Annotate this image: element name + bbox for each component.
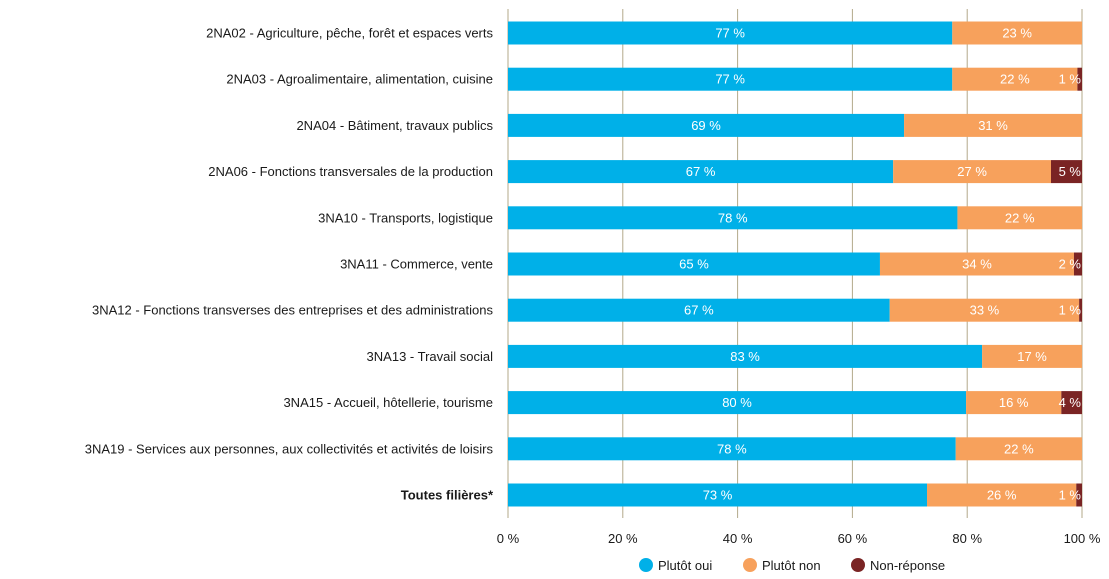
data-label: 77 % [715, 72, 745, 87]
bar-segment [955, 437, 1082, 461]
bar-segment [889, 298, 1080, 322]
bar-segment [508, 483, 928, 507]
data-label: 23 % [1002, 26, 1032, 41]
bar-segment [1051, 160, 1082, 184]
bar-segment [957, 206, 1082, 230]
data-label: 22 % [1005, 210, 1035, 225]
bar-segment [904, 113, 1082, 137]
x-tick-label: 100 % [1064, 531, 1101, 546]
bar-segment [982, 344, 1082, 368]
data-label: 22 % [1004, 441, 1034, 456]
x-tick-label: 80 % [952, 531, 982, 546]
data-label: 78 % [718, 210, 748, 225]
bar-segment [1079, 298, 1082, 322]
data-label: 80 % [722, 395, 752, 410]
bar-segment [508, 252, 880, 276]
category-label: 3NA12 - Fonctions transverses des entrep… [92, 303, 494, 318]
legend-swatch [851, 558, 865, 572]
category-label: 2NA02 - Agriculture, pêche, forêt et esp… [206, 26, 493, 41]
legend-swatch [743, 558, 757, 572]
bar-segment [1061, 391, 1082, 415]
category-label: Toutes filières* [401, 488, 494, 503]
bar-segment [952, 21, 1082, 45]
bar-segment [508, 391, 967, 415]
category-label: 3NA11 - Commerce, vente [340, 257, 493, 272]
data-label: 17 % [1017, 349, 1047, 364]
data-label: 5 % [1059, 164, 1082, 179]
data-label: 83 % [730, 349, 760, 364]
category-label: 3NA15 - Accueil, hôtellerie, tourisme [283, 395, 493, 410]
bar-segment [508, 21, 953, 45]
data-label: 4 % [1059, 395, 1082, 410]
legend-label: Plutôt oui [658, 558, 712, 573]
data-label: 33 % [970, 303, 1000, 318]
x-tick-label: 20 % [608, 531, 638, 546]
data-label: 2 % [1059, 257, 1082, 272]
bar-segment [508, 298, 890, 322]
bar-segment [508, 67, 953, 91]
bar-segment [879, 252, 1074, 276]
x-tick-label: 60 % [838, 531, 868, 546]
data-label: 34 % [962, 257, 992, 272]
bar-segment [1073, 252, 1082, 276]
legend-swatch [639, 558, 653, 572]
category-label: 3NA13 - Travail social [367, 349, 494, 364]
data-label: 22 % [1000, 72, 1030, 87]
bar-segment [508, 206, 958, 230]
bar-segment [508, 437, 956, 461]
data-label: 77 % [715, 26, 745, 41]
category-label: 2NA06 - Fonctions transversales de la pr… [208, 164, 493, 179]
bars: 77 % 23 % 77 % 22 % 1 % 69 % 31 % 67 % 27 % 5 % 78… [508, 21, 1082, 507]
category-label: 3NA19 - Services aux personnes, aux coll… [85, 441, 494, 456]
data-label: 78 % [717, 441, 747, 456]
data-label: 1 % [1059, 303, 1082, 318]
bar-segment [927, 483, 1077, 507]
bar-segment [1077, 67, 1082, 91]
data-label: 1 % [1059, 488, 1082, 503]
bar-segment [1076, 483, 1082, 507]
bar-segment [508, 113, 905, 137]
category-label: 3NA10 - Transports, logistique [318, 210, 493, 225]
bar-segment [966, 391, 1062, 415]
data-label: 65 % [679, 257, 709, 272]
data-label: 16 % [999, 395, 1029, 410]
legend: Plutôt oui Plutôt non Non-réponse [639, 558, 945, 573]
x-tick-label: 0 % [497, 531, 520, 546]
x-axis-ticks: 0 % 20 % 40 % 60 % 80 % 100 % [497, 531, 1101, 546]
legend-label: Non-réponse [870, 558, 945, 573]
x-tick-label: 40 % [723, 531, 753, 546]
data-label: 1 % [1059, 72, 1082, 87]
category-labels: 2NA02 - Agriculture, pêche, forêt et esp… [85, 26, 494, 503]
data-label: 31 % [978, 118, 1008, 133]
category-label: 2NA03 - Agroalimentaire, alimentation, c… [226, 72, 493, 87]
category-label: 2NA04 - Bâtiment, travaux publics [296, 118, 493, 133]
data-label: 26 % [987, 488, 1017, 503]
data-label: 67 % [684, 303, 714, 318]
legend-label: Plutôt non [762, 558, 821, 573]
bar-segment [893, 160, 1052, 184]
bar-segment [952, 67, 1078, 91]
bar-segment [508, 344, 983, 368]
data-label: 73 % [703, 488, 733, 503]
data-label: 67 % [686, 164, 716, 179]
data-label: 27 % [957, 164, 987, 179]
bar-segment [508, 160, 894, 184]
data-label: 69 % [691, 118, 721, 133]
